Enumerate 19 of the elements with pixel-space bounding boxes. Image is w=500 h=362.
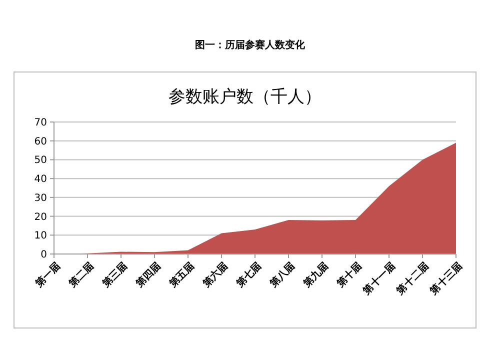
x-tick-label: 第一届 [32, 260, 63, 291]
y-tick-label: 40 [34, 174, 47, 186]
y-tick-label: 0 [40, 250, 47, 260]
y-tick-label: 20 [34, 212, 47, 223]
y-tick-label: 70 [34, 118, 47, 128]
x-tick-label: 第九届 [300, 260, 331, 291]
y-tick-label: 30 [34, 192, 47, 204]
y-tick-label: 60 [34, 136, 47, 148]
y-tick-label: 50 [34, 155, 47, 166]
chart-title: 图一：历届参赛人数变化 [195, 39, 306, 51]
x-tick-label: 第七届 [233, 260, 264, 291]
x-tick-label: 第五届 [166, 260, 197, 291]
x-tick-label: 第二届 [66, 260, 96, 291]
chart-subtitle: 参数账户数（千人） [168, 87, 322, 107]
x-tick-label: 第八届 [266, 260, 298, 291]
x-tick-label: 第四届 [132, 260, 164, 291]
x-tick-label: 第六届 [200, 260, 230, 291]
y-tick-label: 10 [34, 230, 47, 242]
x-tick-label: 第三届 [99, 260, 130, 291]
